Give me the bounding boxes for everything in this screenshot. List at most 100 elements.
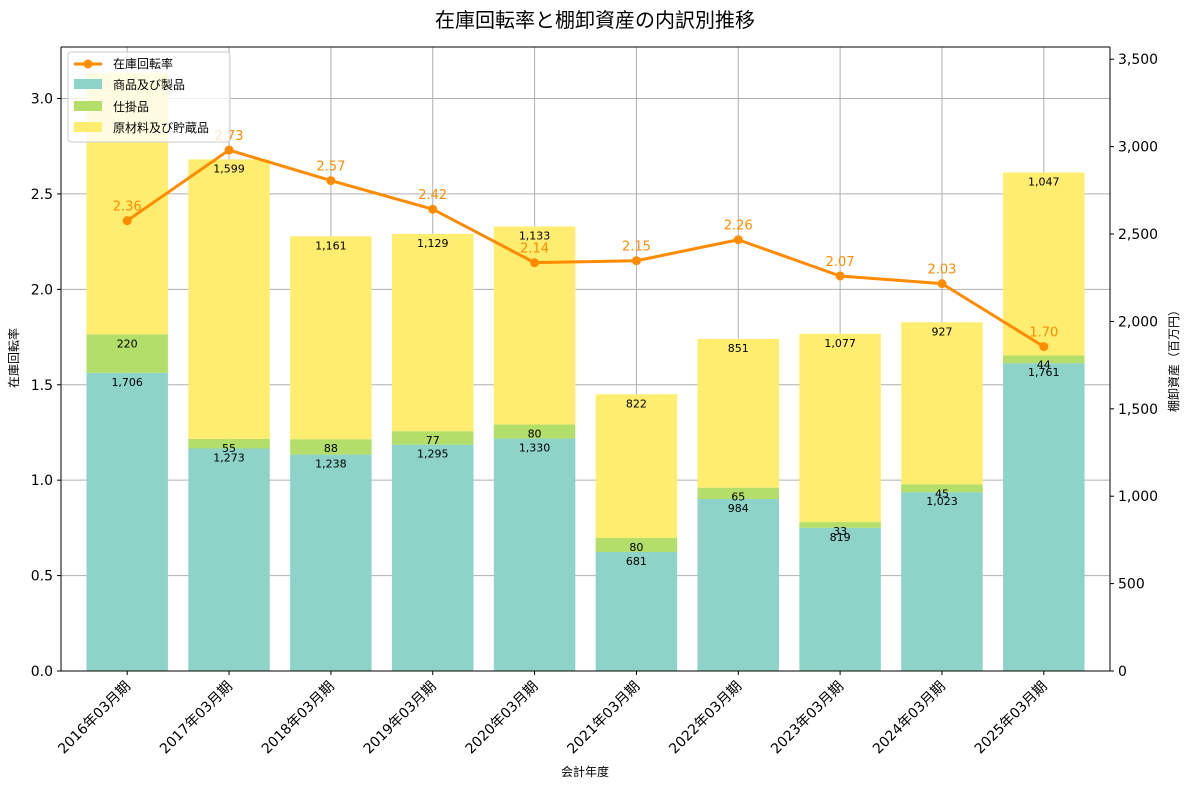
bar-segment-materials — [799, 333, 881, 523]
bar-segment-wip — [86, 334, 168, 373]
rate-point — [1039, 342, 1049, 352]
rate-value-label: 2.15 — [622, 240, 651, 255]
rate-value-label: 2.42 — [418, 188, 447, 203]
y-tick-right-label: 3,000 — [1118, 140, 1158, 156]
y-tick-right-label: 1,000 — [1118, 489, 1158, 505]
x-axis-label: 会計年度 — [561, 764, 609, 779]
bar-segment-products — [188, 448, 270, 671]
bar-value-label: 44 — [1037, 359, 1051, 372]
bar-segment-products — [290, 454, 372, 671]
bar-segment-materials — [391, 233, 474, 432]
y-tick-right-label: 3,500 — [1118, 52, 1158, 68]
bar-value-label: 1,077 — [824, 337, 856, 350]
y-tick-left-label: 0.0 — [31, 664, 53, 680]
rate-point — [631, 256, 641, 266]
legend-line-marker — [83, 59, 93, 69]
bar-segment-wip — [901, 484, 983, 493]
legend-frame — [67, 51, 231, 143]
bar-segment-wip — [799, 522, 881, 528]
bar-value-label: 1,599 — [213, 162, 245, 175]
x-tick-label: 2021年03月期 — [564, 679, 643, 758]
bar-value-label: 1,273 — [213, 451, 245, 464]
bar-segment-materials — [1003, 172, 1085, 356]
y-axis-left-label: 在庫回転率 — [6, 328, 21, 388]
bar-value-label: 1,161 — [315, 239, 347, 252]
bar-value-label: 1,295 — [417, 448, 449, 461]
bar-value-label: 822 — [626, 397, 647, 410]
bar-value-label: 1,761 — [1028, 366, 1060, 379]
bar-value-label: 681 — [626, 555, 647, 568]
bar-value-label: 77 — [426, 434, 440, 447]
bar-segment-materials — [290, 236, 372, 440]
rate-point — [224, 145, 234, 155]
bar-segment-products — [697, 499, 780, 671]
bar-segment-wip — [595, 537, 678, 552]
bar-value-label: 80 — [629, 541, 643, 554]
y-tick-right-label: 500 — [1118, 577, 1145, 593]
legend-label-wip: 仕掛品 — [113, 99, 149, 114]
rate-line — [126, 148, 1045, 348]
bar-value-label: 984 — [728, 502, 749, 515]
legend-swatch-materials — [74, 122, 102, 132]
rate-point — [733, 235, 743, 245]
legend-swatch-wip — [74, 101, 102, 111]
bar-value-label: 220 — [117, 337, 138, 350]
rate-value-label: 2.07 — [826, 255, 855, 270]
rate-point — [835, 271, 845, 281]
bar-segment-wip — [1003, 355, 1085, 364]
bar-segment-products — [493, 438, 576, 671]
bar-value-label: 1,330 — [519, 442, 551, 455]
bar-segment-wip — [493, 424, 576, 439]
y-tick-left-label: 0.5 — [31, 569, 53, 585]
bar-segment-wip — [697, 487, 780, 500]
legend-swatch-products — [74, 79, 102, 89]
x-tick-label: 2022年03月期 — [666, 679, 745, 758]
bar-value-label: 33 — [833, 525, 847, 538]
bar-value-label: 88 — [324, 442, 338, 455]
bar-value-label: 1,238 — [315, 458, 347, 471]
bar-segment-products — [595, 551, 678, 671]
x-tick-label: 2017年03月期 — [157, 679, 236, 758]
legend-label-products: 商品及び製品 — [113, 77, 185, 92]
y-tick-left-label: 1.5 — [31, 378, 53, 394]
rate-point — [530, 258, 540, 268]
bar-value-label: 80 — [528, 428, 542, 441]
rate-point — [428, 204, 438, 214]
x-tick-label: 2019年03月期 — [361, 679, 440, 758]
bar-value-label: 1,047 — [1028, 175, 1060, 188]
legend-label-rate: 在庫回転率 — [113, 56, 173, 71]
bar-segment-products — [391, 444, 474, 671]
bar-segment-wip — [391, 431, 474, 445]
bar-value-label: 65 — [731, 491, 745, 504]
bar-value-label: 55 — [222, 442, 236, 455]
y-tick-left-label: 1.0 — [31, 473, 53, 489]
bar-segment-products — [1003, 363, 1085, 671]
bar-segment-products — [799, 527, 881, 671]
bar-value-label: 819 — [830, 531, 851, 544]
bar-value-label: 1,133 — [519, 230, 551, 243]
x-tick-label: 2024年03月期 — [870, 679, 949, 758]
bar-value-label: 1,023 — [926, 495, 958, 508]
bar-segment-wip — [290, 439, 372, 455]
y-tick-right-label: 2,000 — [1118, 314, 1158, 330]
bar-segment-wip — [188, 438, 270, 449]
x-tick-label: 2023年03月期 — [768, 679, 847, 758]
rate-value-label: 1.70 — [1029, 326, 1058, 341]
bar-segment-products — [901, 492, 983, 671]
y-tick-right-label: 1,500 — [1118, 402, 1158, 418]
chart-title: 在庫回転率と棚卸資産の内訳別推移 — [435, 8, 755, 32]
bar-value-label: 927 — [931, 325, 952, 338]
legend-label-materials: 原材料及び貯蔵品 — [113, 121, 209, 135]
bar-segment-materials — [697, 338, 780, 488]
bar-segment-products — [86, 372, 168, 671]
bar-segment-materials — [188, 159, 270, 439]
rate-point — [937, 279, 947, 289]
rate-point — [326, 176, 336, 186]
rate-value-label: 2.36 — [113, 200, 142, 215]
bar-value-label: 851 — [728, 342, 749, 355]
y-tick-left-label: 3.0 — [31, 92, 53, 108]
bar-value-label: 1,129 — [417, 237, 449, 250]
x-tick-label: 2016年03月期 — [55, 679, 134, 758]
